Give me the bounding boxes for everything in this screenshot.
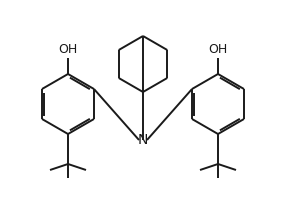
Text: OH: OH — [58, 43, 78, 56]
Text: OH: OH — [208, 43, 228, 56]
Text: N: N — [138, 133, 148, 147]
